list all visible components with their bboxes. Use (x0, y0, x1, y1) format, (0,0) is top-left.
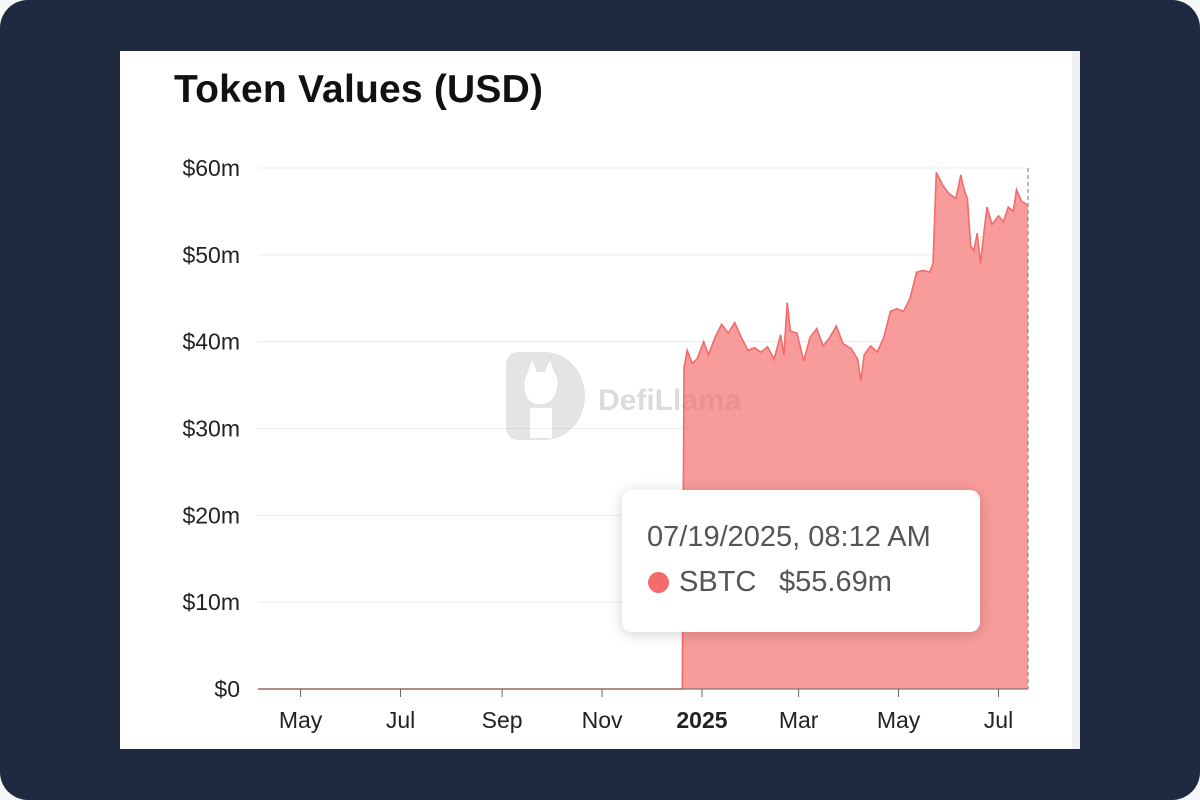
y-tick-label: $20m (182, 502, 240, 528)
llama-logo-icon (506, 352, 585, 440)
x-tick-label: Jul (984, 707, 1013, 733)
card-scroll-edge (1072, 51, 1080, 749)
series-color-dot (648, 572, 669, 593)
y-tick-label: $0 (214, 676, 240, 702)
y-tick-label: $50m (182, 242, 240, 268)
tooltip-value: $55.69m (779, 566, 892, 598)
x-tick-label: Mar (779, 707, 819, 733)
x-tick-label: Sep (482, 707, 523, 733)
x-tick-label: 2025 (676, 707, 727, 733)
tooltip-date: 07/19/2025, 08:12 AM (647, 521, 931, 553)
x-tick-label: May (877, 707, 921, 733)
x-tick-label: May (279, 707, 323, 733)
y-tick-label: $40m (182, 329, 240, 355)
y-tick-label: $60m (182, 155, 240, 181)
x-tick-label: Nov (582, 707, 623, 733)
x-tick-label: Jul (386, 707, 415, 733)
chart-title: Token Values (USD) (174, 68, 544, 111)
y-axis: $0 $10m $20m $30m $40m $50m $60m (182, 155, 240, 702)
x-axis: May Jul Sep Nov 2025 Mar May Jul (279, 689, 1013, 733)
chart-tooltip: 07/19/2025, 08:12 AM SBTC $55.69m (622, 490, 980, 632)
series-sbtc-line (258, 171, 1029, 690)
tooltip-series-name: SBTC (679, 566, 757, 598)
y-tick-label: $10m (182, 589, 240, 615)
y-tick-label: $30m (182, 416, 240, 442)
